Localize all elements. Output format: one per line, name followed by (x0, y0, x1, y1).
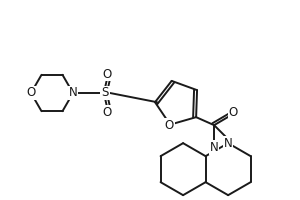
Text: S: S (101, 86, 109, 99)
Text: O: O (102, 68, 112, 80)
Text: N: N (69, 86, 77, 99)
Text: O: O (164, 119, 174, 132)
Text: O: O (102, 106, 112, 118)
Text: O: O (26, 86, 36, 99)
Text: N: N (224, 137, 233, 150)
Text: N: N (210, 141, 218, 154)
Text: O: O (229, 106, 238, 119)
